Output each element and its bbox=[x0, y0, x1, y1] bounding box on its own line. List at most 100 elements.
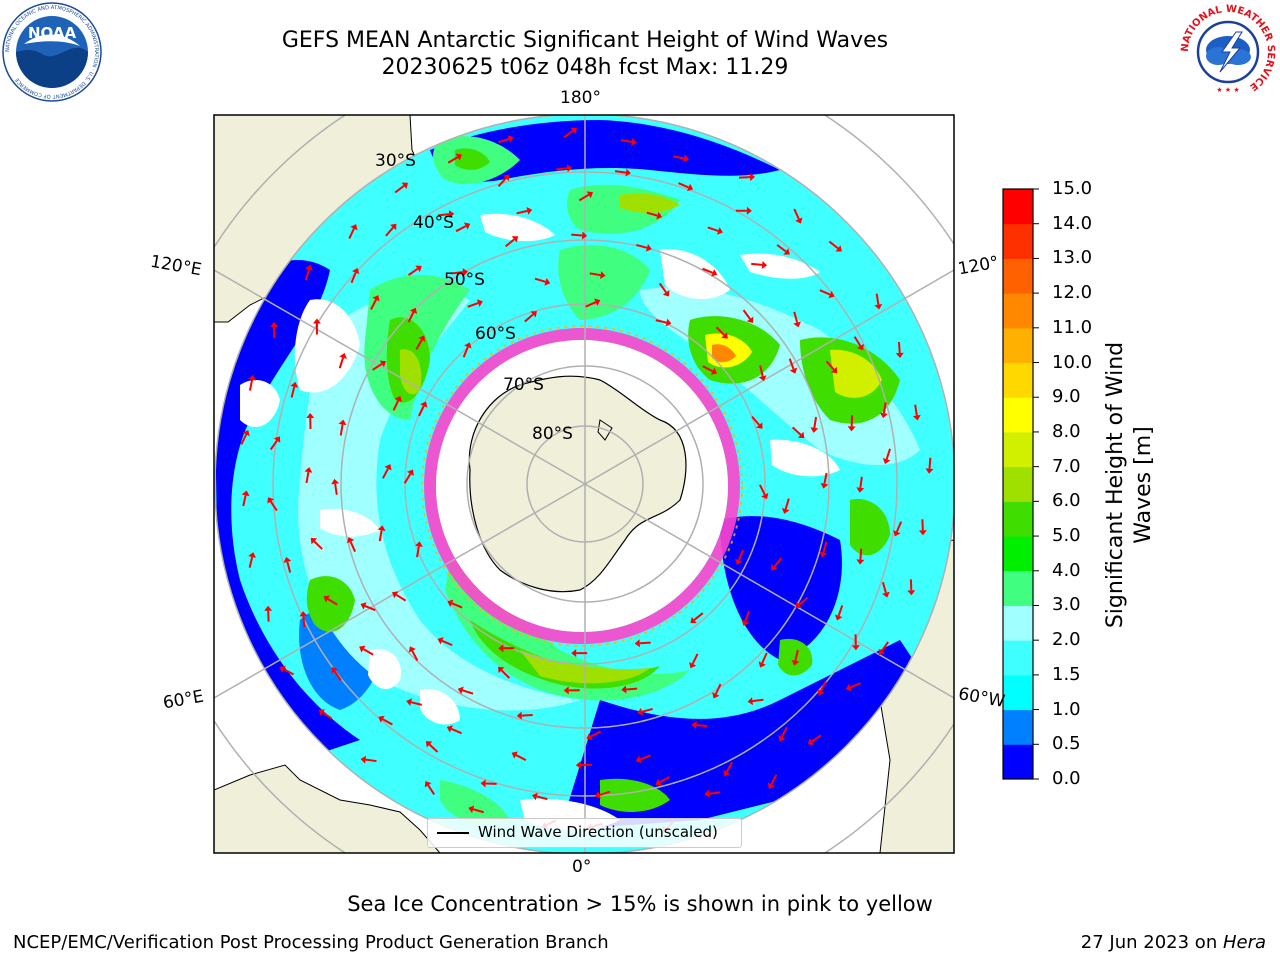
wind-arrow-head bbox=[761, 492, 769, 500]
wind-arrow-shaft bbox=[702, 267, 714, 274]
map-legend: Wind Wave Direction (unscaled) bbox=[427, 818, 742, 848]
sea-ice-edge bbox=[424, 328, 740, 644]
wind-arrow-head bbox=[346, 537, 355, 544]
svg-text:★ ★ ★: ★ ★ ★ bbox=[1216, 86, 1239, 94]
graticule bbox=[214, 115, 954, 853]
wind-arrow-head bbox=[767, 782, 775, 789]
wind-arrow-head bbox=[851, 645, 860, 651]
wind-arrow-head bbox=[498, 644, 504, 653]
wind-arrow-head bbox=[662, 290, 670, 297]
wind-arrow-head bbox=[511, 236, 519, 243]
colorbar-segment bbox=[1003, 605, 1033, 641]
colorbar-segment bbox=[1003, 709, 1033, 745]
lat-label-80s: 80°S bbox=[532, 424, 573, 444]
wind-arrow-shaft bbox=[370, 299, 377, 310]
wind-arrow-shaft bbox=[820, 680, 827, 692]
wind-arrow-shaft bbox=[885, 448, 892, 460]
wind-arrow-head bbox=[834, 614, 843, 621]
colorbar-tick-label: 14.0 bbox=[1052, 212, 1093, 234]
wind-arrow-shaft bbox=[897, 341, 901, 354]
colorbar-tick-label: 8.0 bbox=[1052, 420, 1081, 442]
wind-arrow-shaft bbox=[837, 605, 844, 617]
wind-arrow-head bbox=[448, 210, 455, 219]
wind-arrow-shaft bbox=[825, 360, 835, 371]
wind-arrow-head bbox=[637, 707, 644, 716]
wind-arrow-shaft bbox=[362, 648, 374, 656]
wind-arrow-head bbox=[820, 482, 829, 489]
wind-arrows bbox=[240, 127, 934, 833]
wind-arrow-head bbox=[437, 637, 444, 645]
wind-arrow-head bbox=[828, 290, 835, 299]
colorbar-segment bbox=[1003, 466, 1033, 502]
wind-arrow-head bbox=[747, 697, 754, 706]
wind-arrow-head bbox=[665, 318, 672, 327]
wind-arrow-shaft bbox=[350, 272, 357, 284]
legend-line-sample bbox=[437, 832, 469, 834]
wind-arrow-head bbox=[621, 685, 627, 694]
noaa-logo: NATIONAL OCEANIC AND ATMOSPHERIC ADMINIS… bbox=[2, 2, 102, 102]
wind-arrow-shaft bbox=[455, 225, 467, 233]
wind-arrow-shaft bbox=[462, 689, 474, 695]
wind-arrow-head bbox=[907, 590, 916, 596]
wind-arrow-head bbox=[570, 127, 577, 135]
wind-arrow-head bbox=[242, 430, 250, 437]
wind-arrow-shaft bbox=[536, 795, 548, 801]
wind-arrow-head bbox=[447, 599, 454, 608]
wind-arrow-head bbox=[783, 248, 790, 255]
wind-arrow-shaft bbox=[451, 602, 463, 609]
wind-arrow-shaft bbox=[788, 358, 795, 370]
wind-arrow-head bbox=[516, 711, 522, 720]
wind-arrow-shaft bbox=[467, 302, 479, 308]
wind-arrow-shaft bbox=[365, 758, 377, 763]
chart-subtitle: 20230625 t06z 048h fcst Max: 11.29 bbox=[381, 55, 789, 80]
wind-arrow-head bbox=[406, 698, 413, 707]
wind-arrow-head bbox=[455, 153, 462, 161]
wind-arrow-head bbox=[912, 414, 921, 421]
wind-arrow-head bbox=[586, 191, 594, 199]
wind-arrow-head bbox=[856, 559, 865, 565]
wind-arrow-head bbox=[810, 427, 819, 433]
wind-arrow-shaft bbox=[305, 471, 310, 484]
wind-arrow-shaft bbox=[882, 402, 887, 414]
wind-arrow-head bbox=[918, 530, 927, 536]
chart-title: GEFS MEAN Antarctic Significant Height o… bbox=[281, 28, 889, 53]
wind-arrow-head bbox=[248, 374, 257, 381]
wind-arrow-shaft bbox=[556, 167, 568, 171]
wind-arrow-head bbox=[711, 269, 718, 277]
wind-arrow-shaft bbox=[497, 177, 507, 187]
wind-arrow-head bbox=[310, 537, 318, 545]
wind-arrow-shaft bbox=[500, 669, 511, 679]
wind-arrow-head bbox=[566, 164, 573, 173]
wind-arrow-head bbox=[264, 605, 273, 611]
wind-arrow-shaft bbox=[678, 182, 689, 189]
wind-arrow-shaft bbox=[828, 240, 839, 250]
wind-arrow-shaft bbox=[248, 379, 254, 391]
wind-arrow-head bbox=[689, 662, 697, 669]
wind-arrow-shaft bbox=[410, 701, 423, 706]
wind-arrow-shaft bbox=[853, 336, 862, 347]
colorbar-tick-label: 7.0 bbox=[1052, 455, 1081, 477]
lat-label-70s: 70°S bbox=[503, 375, 544, 395]
wind-arrow-head bbox=[331, 478, 340, 485]
wind-arrow-shaft bbox=[578, 193, 590, 202]
wind-arrow-head bbox=[530, 311, 537, 318]
wind-arrow-head bbox=[879, 412, 888, 419]
wind-arrow-head bbox=[409, 307, 418, 315]
wind-arrow-head bbox=[544, 277, 551, 286]
wind-arrow-shaft bbox=[646, 211, 658, 217]
wind-arrow-shaft bbox=[364, 604, 376, 612]
lon-label-0: 0° bbox=[572, 857, 592, 877]
wind-arrow-head bbox=[563, 686, 569, 695]
wind-arrow-head bbox=[571, 649, 577, 658]
wind-arrow-head bbox=[372, 295, 380, 302]
wind-arrow-head bbox=[425, 741, 433, 748]
wind-arrow-head bbox=[746, 316, 754, 324]
wind-arrow-shaft bbox=[761, 652, 768, 664]
wind-arrow-head bbox=[761, 260, 768, 269]
wind-arrow-head bbox=[270, 321, 279, 327]
wind-arrow-shaft bbox=[395, 593, 407, 602]
colorbar-segment bbox=[1003, 570, 1033, 606]
wind-arrow-head bbox=[394, 395, 402, 403]
wind-arrow-head bbox=[446, 725, 453, 733]
wind-arrow-shaft bbox=[515, 754, 527, 762]
